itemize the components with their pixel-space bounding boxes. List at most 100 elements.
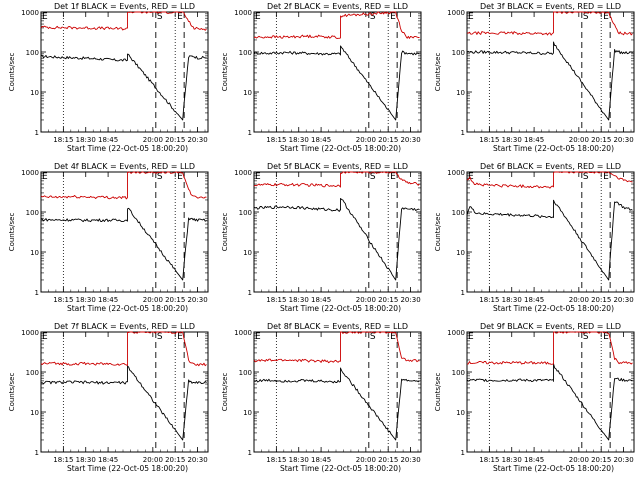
- y-axis-label: Counts/sec: [221, 53, 229, 92]
- x-axis-label: Start Time (22-Oct-05 18:00:20): [67, 464, 188, 473]
- events-series-line: [253, 45, 420, 121]
- plot-frame: [466, 331, 635, 453]
- end-marker-label: E: [603, 172, 609, 182]
- y-tick-label: 100: [239, 49, 252, 57]
- x-tick-label: 18:30: [502, 456, 522, 464]
- plot-frame: [253, 11, 422, 133]
- plot-frame: [466, 11, 635, 133]
- end-marker-label: E: [390, 172, 396, 182]
- y-tick-label: 10: [456, 409, 465, 417]
- begin-marker-label: E: [42, 172, 48, 182]
- start-marker-label: S: [583, 12, 589, 22]
- end-marker-label: E: [603, 332, 609, 342]
- y-tick-label: 10: [30, 249, 39, 257]
- chart-svg: Det 1f BLACK = Events, RED = LLD 1 10 100 10…: [8, 2, 209, 153]
- detector-panel-7: Det 7f BLACK = Events, RED = LLD 1 10 100 10…: [0, 320, 213, 480]
- x-axis-label: Start Time (22-Oct-05 18:00:20): [280, 464, 401, 473]
- lld-series-line: [466, 331, 633, 365]
- x-tick-label: 18:30: [502, 296, 522, 304]
- x-tick-label: 20:30: [400, 136, 420, 144]
- plot-frame: [40, 171, 209, 293]
- y-tick-label: 1000: [21, 9, 39, 17]
- y-axis-label: Counts/sec: [8, 53, 16, 92]
- start-marker-label: S: [370, 332, 376, 342]
- lld-series-line: [253, 171, 420, 188]
- x-tick-label: 20:15: [591, 296, 611, 304]
- detector-panel-9: Det 9f BLACK = Events, RED = LLD 1 10 100 10…: [426, 320, 639, 480]
- start-marker-label: S: [583, 332, 589, 342]
- x-tick-label: 20:15: [165, 136, 185, 144]
- y-tick-label: 1000: [447, 9, 465, 17]
- detector-panel-8: Det 8f BLACK = Events, RED = LLD 1 10 100 10…: [213, 320, 426, 480]
- events-series-line: [466, 41, 633, 121]
- y-tick-label: 1: [35, 129, 39, 137]
- y-axis-label: Counts/sec: [434, 213, 442, 252]
- chart-title: Det 2f BLACK = Events, RED = LLD: [267, 2, 408, 11]
- x-tick-label: 20:00: [569, 456, 589, 464]
- x-tick-label: 18:30: [76, 456, 96, 464]
- x-tick-label: 18:45: [311, 296, 331, 304]
- end-marker-label: E: [390, 332, 396, 342]
- chart-svg: Det 2f BLACK = Events, RED = LLD 1 10 100 10…: [221, 2, 422, 153]
- lld-series-line: [40, 331, 207, 367]
- x-tick-label: 18:45: [98, 456, 118, 464]
- detector-panel-4: Det 4f BLACK = Events, RED = LLD 1 10 100 10…: [0, 160, 213, 320]
- events-series-line: [466, 363, 633, 441]
- x-tick-label: 20:00: [356, 136, 376, 144]
- y-tick-label: 1: [35, 289, 39, 297]
- y-tick-label: 1000: [234, 169, 252, 177]
- x-tick-label: 20:00: [143, 456, 163, 464]
- chart-title: Det 1f BLACK = Events, RED = LLD: [54, 2, 195, 11]
- lld-series-line: [253, 11, 420, 39]
- detector-panel-3: Det 3f BLACK = Events, RED = LLD 1 10 100 10…: [426, 0, 639, 160]
- chart-svg: Det 3f BLACK = Events, RED = LLD 1 10 100 10…: [434, 2, 635, 153]
- chart-title: Det 3f BLACK = Events, RED = LLD: [480, 2, 621, 11]
- plot-frame: [40, 331, 209, 453]
- y-tick-label: 1000: [21, 169, 39, 177]
- x-axis-label: Start Time (22-Oct-05 18:00:20): [493, 464, 614, 473]
- x-tick-label: 18:15: [479, 296, 499, 304]
- y-tick-label: 1: [461, 289, 465, 297]
- start-marker-label: S: [583, 172, 589, 182]
- y-axis-label: Counts/sec: [221, 373, 229, 412]
- x-tick-label: 20:15: [591, 136, 611, 144]
- y-tick-label: 1000: [234, 9, 252, 17]
- end-marker-label: E: [177, 332, 183, 342]
- x-axis-label: Start Time (22-Oct-05 18:00:20): [280, 144, 401, 153]
- x-tick-label: 18:30: [289, 136, 309, 144]
- x-tick-label: 18:15: [479, 136, 499, 144]
- x-tick-label: 18:30: [502, 136, 522, 144]
- x-tick-label: 20:00: [356, 296, 376, 304]
- y-axis-label: Counts/sec: [8, 213, 16, 252]
- plot-frame: [40, 11, 209, 133]
- plot-frame: [466, 171, 635, 293]
- chart-title: Det 8f BLACK = Events, RED = LLD: [267, 322, 408, 331]
- y-tick-label: 1: [248, 449, 252, 457]
- x-tick-label: 20:15: [378, 296, 398, 304]
- end-marker-label: E: [603, 12, 609, 22]
- end-marker-label: E: [177, 172, 183, 182]
- y-tick-label: 1000: [21, 329, 39, 337]
- lld-series-line: [40, 171, 207, 200]
- y-tick-label: 100: [452, 209, 465, 217]
- x-tick-label: 20:00: [569, 136, 589, 144]
- begin-marker-label: E: [255, 172, 261, 182]
- x-tick-label: 20:30: [400, 456, 420, 464]
- y-tick-label: 100: [26, 209, 39, 217]
- y-axis-label: Counts/sec: [8, 373, 16, 412]
- chart-svg: Det 7f BLACK = Events, RED = LLD 1 10 100 10…: [8, 322, 209, 473]
- x-tick-label: 20:30: [400, 296, 420, 304]
- x-tick-label: 18:45: [524, 296, 544, 304]
- chart-title: Det 7f BLACK = Events, RED = LLD: [54, 322, 195, 331]
- chart-svg: Det 5f BLACK = Events, RED = LLD 1 10 100 10…: [221, 162, 422, 313]
- lld-series-line: [466, 11, 633, 36]
- begin-marker-label: E: [468, 172, 474, 182]
- x-tick-label: 18:30: [76, 296, 96, 304]
- x-tick-label: 20:30: [613, 296, 633, 304]
- chart-title: Det 6f BLACK = Events, RED = LLD: [480, 162, 621, 171]
- x-tick-label: 20:00: [143, 136, 163, 144]
- y-tick-label: 1: [248, 289, 252, 297]
- x-axis-label: Start Time (22-Oct-05 18:00:20): [493, 144, 614, 153]
- y-tick-label: 100: [26, 369, 39, 377]
- y-tick-label: 10: [456, 249, 465, 257]
